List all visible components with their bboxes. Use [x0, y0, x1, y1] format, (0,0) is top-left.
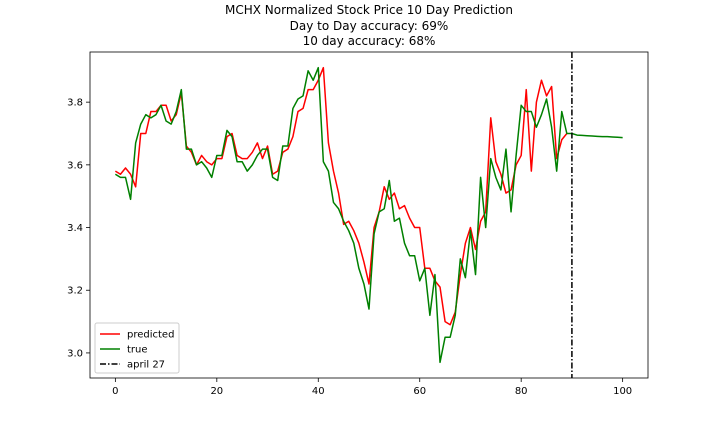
series-line-true	[114, 66, 623, 364]
x-axis-ticks: 0 20 40 60 80 100	[112, 378, 632, 397]
legend-label-predicted: predicted	[127, 330, 174, 341]
title-block: MCHX Normalized Stock Price 10 Day Predi…	[0, 3, 720, 50]
y-axis-ticks: 3.0 3.2 3.4 3.6 3.8	[67, 98, 90, 359]
x-tick-label: 60	[413, 386, 426, 397]
y-tick-label: 3.8	[67, 98, 83, 109]
y-tick-label: 3.2	[67, 286, 83, 297]
x-tick-label: 0	[112, 386, 118, 397]
chart-title: MCHX Normalized Stock Price 10 Day Predi…	[225, 3, 513, 17]
axes-frame	[89, 51, 649, 379]
chart-subtitle-daily: Day to Day accuracy: 69%	[289, 18, 449, 33]
y-tick-label: 3.6	[67, 160, 83, 171]
plot-lines	[114, 52, 623, 378]
x-tick-label: 100	[613, 386, 632, 397]
chart-subtitle-tenday: 10 day accuracy: 68%	[302, 34, 436, 48]
x-tick-label: 40	[312, 386, 325, 397]
x-tick-label: 80	[515, 386, 528, 397]
legend-label-april-27: april 27	[127, 360, 165, 371]
y-tick-label: 3.4	[67, 223, 83, 234]
series-line-predicted	[114, 66, 568, 326]
legend-box	[94, 322, 180, 374]
legend-label-true: true	[127, 345, 148, 356]
axes-border	[89, 51, 649, 379]
x-tick-label: 20	[210, 386, 223, 397]
y-tick-label: 3.0	[67, 348, 83, 359]
legend: predicted true april 27	[94, 322, 180, 374]
